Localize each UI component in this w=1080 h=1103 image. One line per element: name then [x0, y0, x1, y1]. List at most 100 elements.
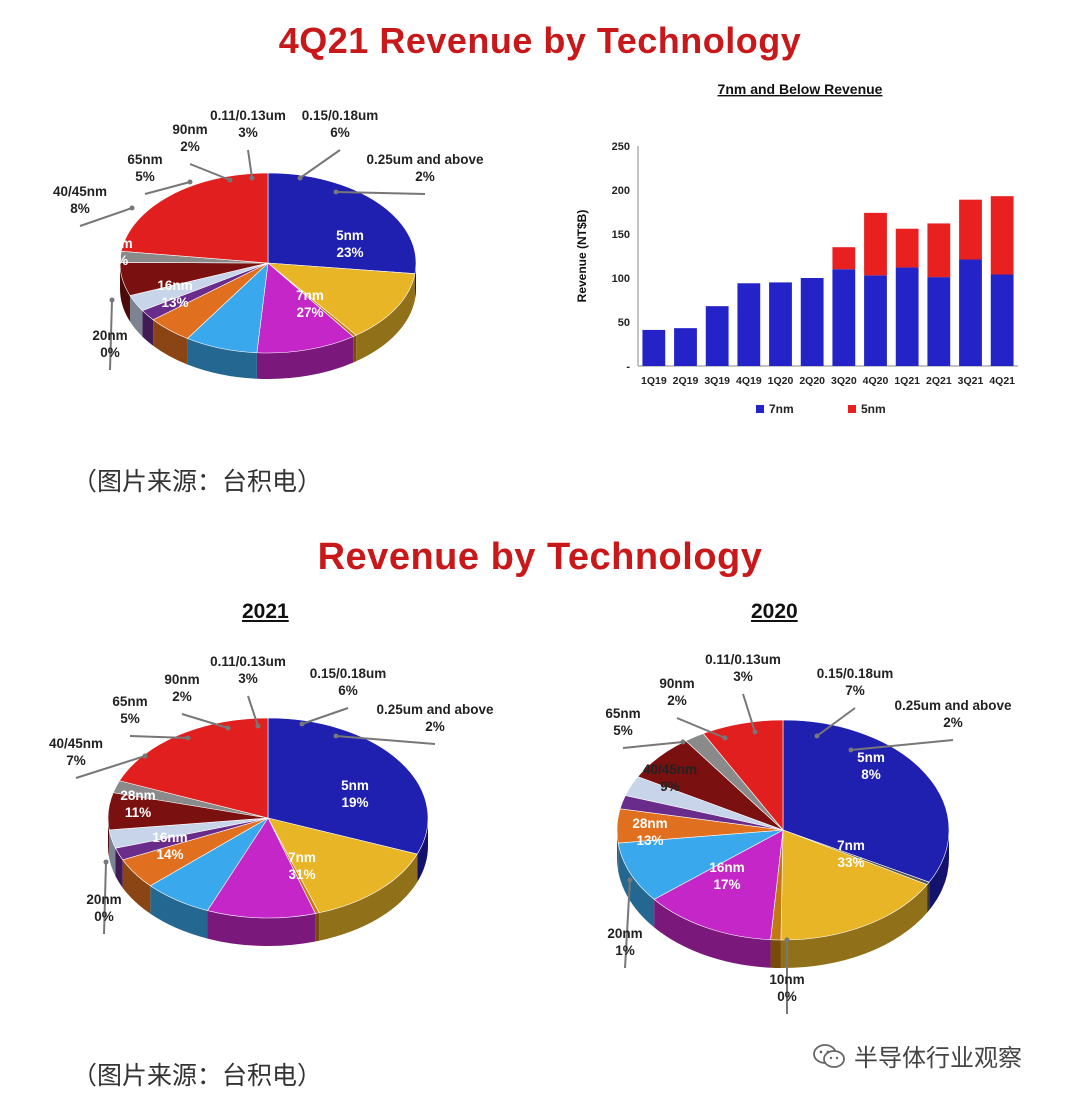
leader-dot [814, 733, 820, 739]
slice-label-0.15/0.18um: 0.15/0.18um [302, 108, 379, 123]
slice-percent-65nm: 5% [613, 723, 633, 738]
leader-dot [142, 753, 148, 759]
watermark: 半导体行业观察 [812, 1038, 1022, 1073]
legend-swatch-5nm [848, 405, 856, 413]
slice-label-20nm: 20nm [607, 926, 642, 941]
bar-7nm-3Q21 [959, 259, 982, 366]
pie-slice-16nm [267, 262, 416, 336]
slice-label-40/45nm: 40/45nm [53, 184, 107, 199]
leader-line-20nm [624, 879, 631, 969]
pie-slice-7nm [267, 717, 429, 855]
year-2020-label: 2020 [751, 600, 798, 623]
legend-label-7nm: 7nm [769, 402, 794, 416]
leader-line-65nm [129, 735, 189, 739]
slice-percent-0.25um and above: 2% [425, 719, 445, 734]
leader-line-0.15/0.18um [301, 707, 349, 725]
y-tick-label: 200 [612, 185, 630, 197]
slice-label-65nm: 65nm [127, 152, 162, 167]
pie-slice-7nm [267, 172, 417, 274]
bar-5nm-4Q20 [864, 212, 887, 276]
bar-7nm-4Q21 [990, 274, 1014, 366]
chart-title-annual: Revenue by Technology [317, 536, 763, 578]
leader-line-90nm [189, 163, 231, 181]
leader-dot [722, 735, 728, 741]
slice-percent-5nm: 23% [336, 245, 363, 260]
slice-percent-16nm: 14% [156, 847, 183, 862]
pie-side-10nm [927, 882, 930, 913]
pie-slice-16nm [780, 829, 928, 941]
y-tick-label: - [626, 361, 630, 373]
leader-line-0.25um and above [335, 191, 426, 195]
leader-dot [333, 189, 339, 195]
slice-label-40/45nm: 40/45nm [49, 736, 103, 751]
slice-label-90nm: 90nm [164, 672, 199, 687]
y-tick-label: 150 [612, 229, 630, 241]
pie-side-20nm [315, 912, 320, 942]
slice-percent-7nm: 33% [837, 855, 864, 870]
bar-5nm-4Q21 [990, 196, 1014, 275]
pie-side-40/45nm [618, 843, 655, 928]
slice-label-40/45nm: 40/45nm [643, 762, 697, 777]
leader-dot [752, 729, 758, 735]
leader-line-90nm [181, 713, 229, 729]
pie-chart-2021: 7nm 31% 16nm 14% 20nm 0% 28nm 11% 40/45nm 7% 65nm 5… [49, 654, 494, 946]
pie-slice-16nm [267, 817, 418, 914]
slice-percent-28nm: 13% [636, 833, 663, 848]
slice-label-28nm: 28nm [632, 816, 667, 831]
leader-line-20nm [103, 861, 107, 935]
leader-dot [249, 175, 255, 181]
y-tick-label: 250 [612, 141, 630, 153]
bar-7nm-1Q21 [895, 267, 919, 366]
leader-line-0.25um and above [850, 739, 954, 751]
slice-label-5nm: 5nm [336, 228, 364, 243]
slice-percent-7nm: 27% [296, 305, 323, 320]
pie-side-0.15/0.18um [120, 263, 130, 322]
leader-line-65nm [622, 741, 684, 749]
slice-percent-10nm: 0% [777, 989, 797, 1004]
pie-side-0.11/0.13um [109, 829, 116, 877]
slice-percent-28nm: 11% [102, 253, 128, 268]
leader-dot [333, 733, 339, 739]
leader-line-65nm [144, 181, 191, 195]
bar-7nm-1Q19 [642, 329, 666, 366]
slice-label-0.25um and above: 0.25um and above [894, 698, 1012, 713]
leader-dot [129, 205, 135, 211]
slice-label-28nm: 28nm [97, 236, 132, 251]
pie-side-65nm [122, 859, 151, 914]
chart-title-4q21: 4Q21 Revenue by Technology [278, 20, 802, 61]
slice-percent-20nm: 1% [615, 943, 635, 958]
pie-side-20nm [353, 335, 357, 363]
slice-label-28nm: 28nm [120, 788, 155, 803]
bar-7nm-1Q20 [769, 282, 792, 366]
pie-slice-40/45nm [617, 829, 784, 900]
leader-dot [299, 721, 305, 727]
x-tick-label: 4Q21 [989, 375, 1015, 387]
pie-side-16nm [780, 884, 928, 968]
slice-percent-0.25um and above: 2% [415, 169, 435, 184]
leader-line-0.15/0.18um [816, 707, 856, 737]
pie-side-28nm [256, 336, 354, 380]
pie-side-16nm [356, 273, 415, 362]
slice-label-90nm: 90nm [659, 676, 694, 691]
bar-chart-7nm-and-below: 7nm and Below Revenue - 50 100 150 200 250 Reve… [575, 81, 1018, 416]
pie-side-7nm [414, 263, 416, 300]
slice-percent-5nm: 8% [861, 767, 881, 782]
slice-label-0.11/0.13um: 0.11/0.13um [705, 652, 781, 667]
bar-7nm-3Q20 [832, 269, 856, 366]
leader-dot [680, 739, 686, 745]
slice-percent-16nm: 17% [713, 877, 740, 892]
slice-label-0.11/0.13um: 0.11/0.13um [210, 108, 286, 123]
slice-percent-40/45nm: 8% [70, 201, 90, 216]
slice-percent-0.11/0.13um: 3% [238, 671, 258, 686]
y-tick-label: 100 [612, 273, 630, 285]
pie-chart-4q21: 7nm 27% 16nm 13% 20nm 0% 28nm 11% 40/45nm 8% 65nm 5… [53, 108, 484, 380]
bar-7nm-2Q19 [674, 328, 697, 366]
leader-line-40/45nm [75, 755, 146, 779]
slice-label-0.25um and above: 0.25um and above [366, 152, 484, 167]
pie-slice-28nm [206, 817, 316, 919]
pie-chart-2020: 7nm 33% 10nm 0% 16nm 17% 20nm 1% 28nm 13% 40/45nm 9… [605, 652, 1012, 1014]
pie-side-65nm [153, 319, 188, 365]
leader-line-40/45nm [79, 207, 133, 227]
bar-7nm-2Q20 [800, 278, 824, 366]
slice-percent-16nm: 13% [161, 295, 188, 310]
